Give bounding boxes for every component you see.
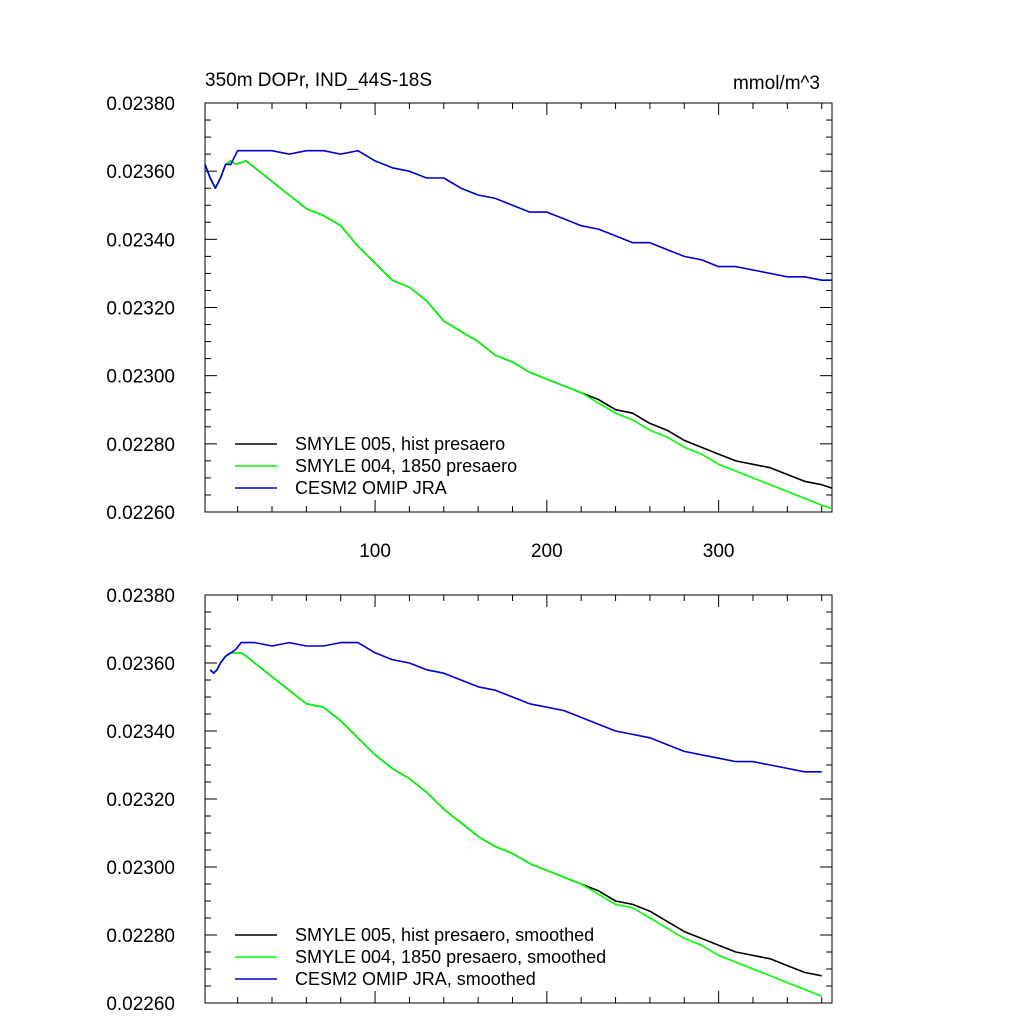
chart-panels: 0.02260 0.02280 0.02300 0.02320 0.02340 0.023… xyxy=(106,70,833,1015)
legend: SMYLE 005, hist presaero, smoothedSMYLE … xyxy=(235,925,606,989)
chart-panel-2: 0.02260 0.02280 0.02300 0.02320 0.02340 0.023… xyxy=(106,586,833,1015)
y-tick-label: 0.02360 xyxy=(106,162,175,183)
legend-label-2: SMYLE 004, 1850 presaero xyxy=(295,456,517,476)
legend-label-1: SMYLE 005, hist presaero, smoothed xyxy=(295,925,594,945)
y-tick-label: 0.02340 xyxy=(106,230,175,251)
series-line-3 xyxy=(204,149,832,282)
y-tick-label: 0.02280 xyxy=(106,435,175,456)
y-tick-label: 0.02380 xyxy=(106,586,175,607)
x-tick-label: 300 xyxy=(703,541,735,562)
chart-panel-1: 0.02260 0.02280 0.02300 0.02320 0.02340 0.023… xyxy=(106,70,833,562)
x-tick-label: 200 xyxy=(531,541,563,562)
y-tick-label: 0.02380 xyxy=(106,94,175,115)
chart-title: 350m DOPr, IND_44S-18S xyxy=(205,70,432,91)
legend-label-3: CESM2 OMIP JRA xyxy=(295,478,447,498)
legend-label-3: CESM2 OMIP JRA, smoothed xyxy=(295,969,536,989)
y-tick-label: 0.02280 xyxy=(106,926,175,947)
series-line-2 xyxy=(204,160,833,510)
y-tick-label: 0.02260 xyxy=(106,994,175,1015)
y-tick-label: 0.02320 xyxy=(106,299,175,320)
y-tick-label: 0.02300 xyxy=(106,858,175,879)
x-tick-label: 100 xyxy=(359,541,391,562)
units-label: mmol/m^3 xyxy=(733,73,820,94)
series-line-3 xyxy=(209,641,822,773)
y-tick-label: 0.02320 xyxy=(106,790,175,811)
y-tick-label: 0.02340 xyxy=(106,722,175,743)
series-line-2 xyxy=(209,651,822,997)
legend-label-1: SMYLE 005, hist presaero xyxy=(295,434,505,454)
y-tick-label: 0.02360 xyxy=(106,654,175,675)
y-tick-label: 0.02300 xyxy=(106,367,175,388)
legend-label-2: SMYLE 004, 1850 presaero, smoothed xyxy=(295,947,606,967)
y-tick-label: 0.02260 xyxy=(106,503,175,524)
